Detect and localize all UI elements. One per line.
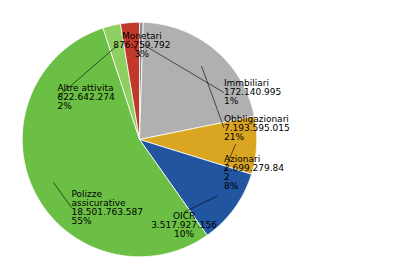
svg-text:Azionari2.699.279.8428%: Azionari2.699.279.8428% xyxy=(224,154,284,191)
svg-text:OICR3.517.927.15610%: OICR3.517.927.15610% xyxy=(151,211,217,239)
svg-text:Altre attivita822.642.2742%: Altre attivita822.642.2742% xyxy=(57,83,115,111)
svg-text:Obbligazionari7.193.595.01521%: Obbligazionari7.193.595.01521% xyxy=(224,114,290,142)
svg-text:Polizzeassicurative18.501.763.: Polizzeassicurative18.501.763.58755% xyxy=(71,189,143,226)
svg-text:Monetari876.759.7923%: Monetari876.759.7923% xyxy=(113,31,170,59)
svg-text:Immbiliari172.140.9951%: Immbiliari172.140.9951% xyxy=(224,78,281,106)
